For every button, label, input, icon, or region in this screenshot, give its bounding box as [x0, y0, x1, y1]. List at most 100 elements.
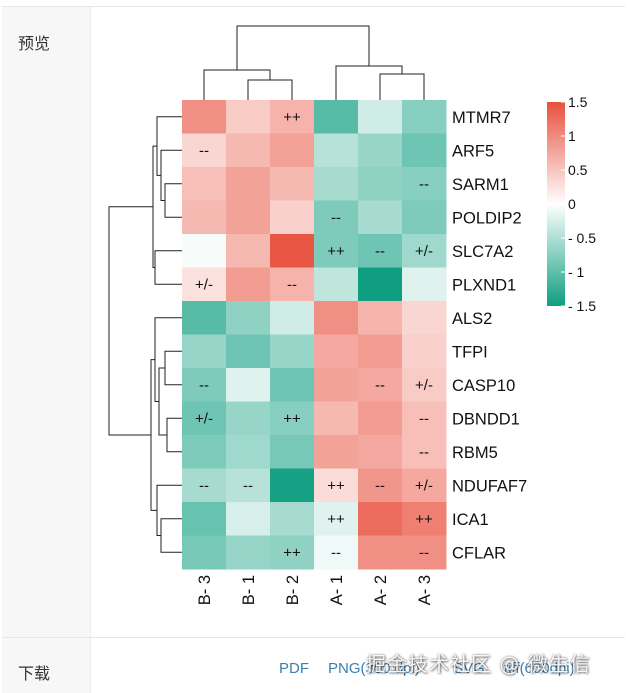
dendrogram-link	[247, 79, 293, 100]
download-pdf-link[interactable]: PDF	[279, 660, 309, 677]
heatmap-cell	[270, 133, 315, 168]
cell-annotation: --	[199, 377, 209, 394]
row-label: MTMR7	[452, 109, 511, 127]
heatmap-cell	[270, 200, 315, 235]
legend-color-bar	[547, 102, 565, 306]
heatmap-cell	[358, 133, 403, 168]
dendrogram-link	[152, 145, 157, 268]
dendrogram-link	[160, 149, 182, 201]
watermark: 掘金技术社区 @ 微生信	[366, 652, 591, 676]
cell-annotation: ++	[283, 109, 301, 126]
heatmap-cell	[270, 435, 315, 469]
heatmap-cell	[314, 535, 359, 570]
heatmap-cell	[358, 535, 403, 570]
cell-annotation: +/-	[415, 377, 433, 394]
cell-annotation: ++	[327, 477, 345, 494]
download-label: 下载	[18, 664, 51, 683]
dendrogram-link	[164, 183, 182, 218]
dendrogram-link	[154, 250, 182, 285]
heatmap-cell	[402, 301, 447, 335]
heatmap-cell	[358, 334, 403, 369]
legend-tick-label: 0.5	[568, 162, 588, 178]
heatmap-cell	[270, 100, 315, 134]
heatmap-cell	[270, 234, 315, 268]
heatmap-cell	[182, 167, 227, 201]
heatmap-cell	[270, 368, 315, 402]
cell-annotation: --	[375, 243, 385, 260]
heatmap-cell	[270, 334, 315, 369]
heatmap-cell	[226, 133, 271, 168]
heatmap-cell	[182, 234, 227, 268]
preview-label: 预览	[18, 34, 51, 53]
legend-tick-label: 0	[568, 196, 576, 212]
heatmap-cell	[182, 368, 227, 402]
heatmap-cell	[226, 334, 271, 369]
panel-frame	[2, 6, 625, 693]
heatmap-cell	[182, 502, 227, 536]
heatmap-cell	[358, 301, 403, 335]
row-label: DBNDD1	[452, 410, 520, 428]
row-label: RBM5	[452, 444, 498, 462]
heatmap-cell	[270, 401, 315, 436]
row-label: ARF5	[452, 142, 494, 160]
cell-annotation: --	[331, 544, 341, 561]
heatmap-cell	[226, 401, 271, 436]
legend-ticks: 1.5 1 0.5 0 - 0.5 - 1 - 1.5	[561, 94, 596, 314]
download-png-link[interactable]: PNG(300 dpi)	[328, 660, 420, 677]
row-label: TFPI	[452, 343, 488, 361]
dendrogram-link	[166, 417, 182, 453]
heatmap-cell	[226, 368, 271, 402]
cell-annotation: --	[375, 377, 385, 394]
heatmap-cell	[270, 535, 315, 570]
color-legend: 1.5 1 0.5 0 - 0.5 - 1 - 1.5	[547, 94, 596, 314]
download-tiff-link[interactable]: tiff(600dpi)	[504, 660, 575, 677]
heatmap-cell	[314, 401, 359, 436]
column-dendrogram	[203, 25, 425, 100]
row-label: POLDIP2	[452, 209, 522, 227]
dendrogram-link	[108, 206, 153, 436]
row-label: PLXND1	[452, 276, 516, 294]
heatmap-cell	[226, 535, 271, 570]
heatmap-cell	[358, 502, 403, 536]
heatmap-cell	[314, 100, 359, 134]
heatmap-cell	[226, 167, 271, 201]
heatmap-cell	[226, 234, 271, 268]
heatmap-cell	[270, 502, 315, 536]
column-labels: B- 3 B- 1 B- 2 A- 1 A- 2 A- 3	[196, 575, 434, 605]
heatmap-cell	[358, 435, 403, 469]
column-label: B- 1	[240, 575, 258, 605]
heatmap-cell	[314, 234, 359, 268]
dendrogram-link	[236, 25, 370, 70]
heatmap-cell	[358, 401, 403, 436]
cell-annotation: +/-	[195, 276, 213, 293]
heatmap-cell	[358, 234, 403, 268]
cell-annotation: --	[243, 477, 253, 494]
heatmap-cell	[358, 167, 403, 201]
heatmap-cell	[314, 167, 359, 201]
download-svg-link[interactable]: SVG	[453, 660, 485, 677]
heatmap-cell	[314, 301, 359, 335]
heatmap-cell	[182, 401, 227, 436]
heatmap-cell	[270, 267, 315, 302]
heatmap-cell	[314, 133, 359, 168]
heatmap-cell	[402, 133, 447, 168]
heatmap-cell	[314, 334, 359, 369]
cell-annotation: +/-	[415, 243, 433, 260]
cell-annotation: --	[199, 142, 209, 159]
cell-annotation: --	[375, 477, 385, 494]
cell-annotation: --	[331, 209, 341, 226]
heatmap-cell	[402, 167, 447, 201]
heatmap-cell	[270, 468, 315, 503]
cell-annotation: --	[419, 410, 429, 427]
cell-annotation: +/-	[415, 477, 433, 494]
legend-tick-label: - 0.5	[568, 230, 596, 246]
heatmap-cell	[358, 267, 403, 302]
heatmap-chart: ++ -- -- -- ++ -- +/- +/- -- -- -- +/- +/- ++ -- -- -- --…	[108, 25, 596, 605]
row-dendrogram	[108, 116, 182, 553]
heatmap-cell	[314, 502, 359, 536]
row-divider	[2, 637, 625, 638]
heatmap-cell	[402, 100, 447, 134]
heatmap-cell	[402, 401, 447, 436]
dendrogram-link	[150, 359, 157, 511]
heatmap-cell	[402, 468, 447, 503]
